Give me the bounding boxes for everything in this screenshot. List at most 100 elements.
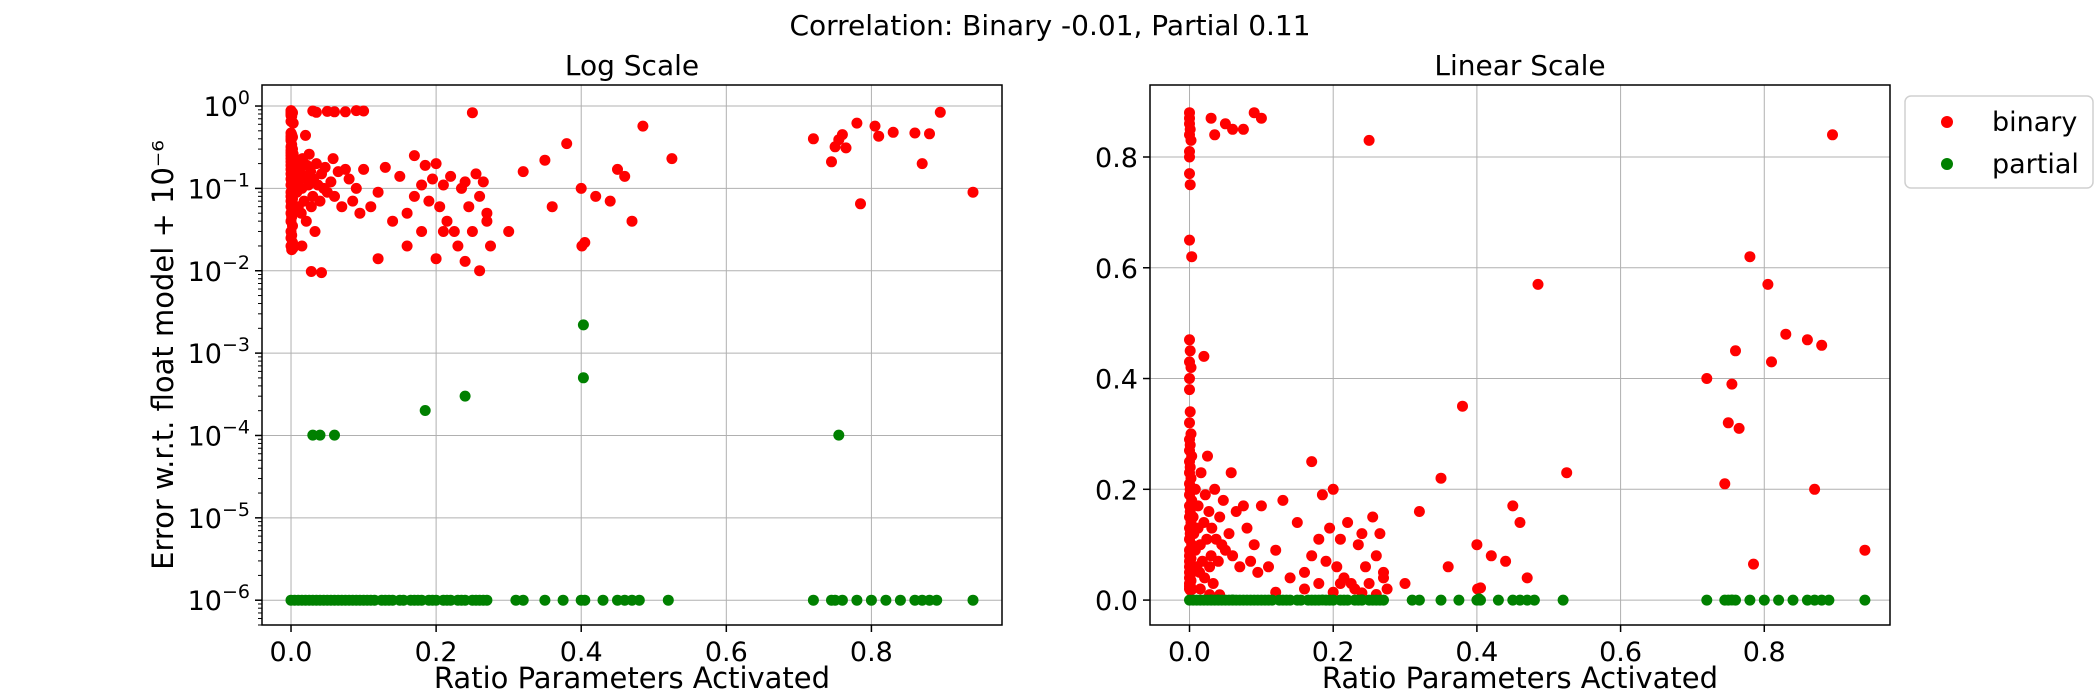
linear-xtick-label: 0.0 [1168,637,1211,668]
log-xtick-label: 0.0 [270,637,313,668]
log-point-partial [481,594,493,606]
linear-point-partial [1744,594,1756,606]
linear-point-binary [1726,378,1738,390]
linear-point-binary [1748,558,1759,570]
log-point-binary [579,237,591,248]
linear-point-binary [1198,517,1210,528]
linear-point-binary [1299,566,1310,578]
linear-point-binary [1378,572,1389,584]
log-ytick-label: 10−5 [188,499,250,535]
linear-point-binary [1205,112,1217,124]
linear-point-binary [1816,339,1828,351]
linear-point-binary [1766,356,1777,368]
log-point-binary [394,170,406,182]
linear-point-binary [1413,506,1425,517]
legend-label-binary: binary [1992,107,2077,138]
linear-point-binary [1399,578,1411,589]
log-point-binary [310,158,322,170]
linear-point-binary [1360,561,1371,573]
linear-point-partial [1473,594,1485,606]
linear-point-binary [1514,517,1526,528]
linear-point-binary [1316,489,1328,501]
log-scale-ylabel: Error w.r.t. float model + 10⁻⁶ [146,140,180,570]
linear-point-binary [1203,506,1215,517]
log-point-binary [419,159,431,171]
log-point-binary [365,201,377,213]
linear-point-binary [1719,478,1731,490]
linear-point-partial [1557,594,1569,606]
linear-point-binary [1252,566,1264,578]
log-point-partial [329,429,340,441]
log-scale-points [285,105,979,606]
log-point-binary [354,207,366,219]
log-point-binary [924,128,935,140]
log-point-partial [579,594,591,606]
log-scale-ticks: 0.0 0.2 0.4 0.6 0.8 100 10−1 10−2 10−3 10−4 10−5 10… [188,87,893,668]
linear-xtick-label: 0.6 [1599,637,1642,668]
linear-point-binary [1192,500,1204,512]
figure-suptitle: Correlation: Binary -0.01, Partial 0.11 [789,9,1310,42]
log-point-binary [339,106,351,118]
linear-scale-ticks: 0.0 0.2 0.4 0.6 0.8 0.0 0.2 0.4 0.6 0.8 [1095,143,1786,668]
linear-point-binary [1234,561,1246,573]
log-point-binary [869,120,881,132]
linear-point-binary [1237,123,1249,135]
linear-point-partial [1453,594,1465,606]
linear-point-binary [1485,550,1497,562]
linear-point-binary [1204,561,1216,573]
linear-point-binary [1184,417,1195,429]
log-point-binary [474,190,486,202]
linear-point-partial [1701,594,1713,606]
linear-point-binary [1801,334,1813,346]
linear-point-binary [1184,334,1195,346]
linear-point-binary [1324,522,1336,534]
log-xtick-label: 0.8 [850,637,893,668]
log-point-binary [503,226,515,237]
linear-point-binary [1730,345,1741,357]
linear-point-binary [1270,544,1282,556]
linear-point-binary [1762,278,1774,290]
legend: binary partial [1904,95,2094,189]
log-point-binary [546,201,558,213]
linear-scale-axes-frame [1149,84,1891,626]
linear-xtick-label: 0.4 [1455,637,1498,668]
linear-point-binary [1374,528,1386,540]
linear-point-binary [1245,555,1257,567]
log-point-binary [459,255,471,267]
log-point-binary [604,195,616,207]
log-point-binary [470,168,482,180]
linear-point-binary [1352,539,1364,551]
linear-point-partial [1356,594,1368,606]
log-point-binary [343,173,355,185]
linear-point-binary [1561,467,1573,479]
linear-point-binary [1809,483,1821,495]
log-point-binary [401,240,413,252]
log-point-binary [474,265,486,277]
linear-point-partial [1378,594,1389,606]
log-point-binary [287,242,299,254]
linear-point-binary [1263,561,1274,573]
log-point-partial [459,390,471,402]
log-ytick-label: 10−4 [188,416,250,452]
log-point-binary [481,207,493,219]
linear-point-binary [1241,522,1253,534]
linear-point-binary [1457,400,1468,412]
linear-point-binary [1194,583,1206,595]
log-point-partial [931,594,943,606]
log-point-binary [434,201,446,213]
log-xtick-label: 0.2 [415,637,458,668]
linear-point-binary [1744,251,1756,263]
linear-point-binary [1209,129,1221,141]
log-point-binary [329,106,340,118]
log-point-binary [485,240,496,252]
linear-point-binary [1475,582,1486,594]
log-point-binary [379,161,391,173]
log-point-binary [561,138,573,150]
log-point-partial [833,429,845,441]
linear-point-binary [1199,489,1211,501]
linear-point-binary [1532,278,1544,290]
log-point-binary [855,198,866,210]
linear-scale-xlabel: Ratio Parameters Activated [1322,661,1718,695]
linear-point-binary [1733,422,1745,434]
log-point-binary [477,176,489,188]
